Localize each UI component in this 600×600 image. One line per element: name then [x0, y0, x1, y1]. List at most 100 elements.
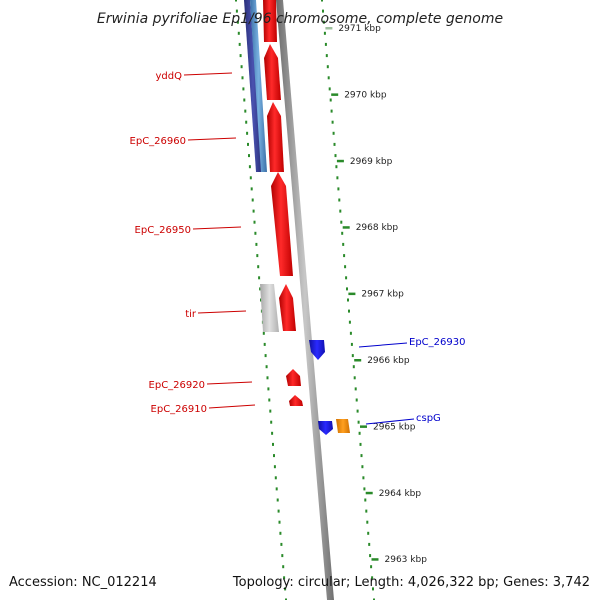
- guide-dot: [335, 165, 338, 169]
- gene-arrow: [271, 172, 293, 276]
- scale-tick: [342, 226, 350, 229]
- leader-line: [192, 226, 242, 230]
- map-title: Erwinia pyrifoliae Ep1/96 chromosome, co…: [97, 11, 503, 27]
- scale-ticks: 2971 kbp 2970 kbp 2969 kbp 2968 kbp 2967 kbp…: [325, 24, 427, 565]
- scale-tick: [360, 425, 367, 428]
- topology-label: Topology: circular; Length: 4,026,322 bp…: [232, 575, 590, 590]
- scale-tick-label: 2970 kbp: [344, 90, 387, 100]
- leader-line: [208, 404, 256, 409]
- guide-dot: [340, 220, 343, 224]
- scale-tick-label: 2968 kbp: [356, 223, 399, 233]
- scale-tick-label: 2966 kbp: [367, 356, 410, 366]
- gene-label: cspG: [416, 413, 441, 424]
- outer-dotted-guide: [321, 0, 375, 600]
- guide-dot: [344, 265, 347, 269]
- scale-tick: [365, 491, 373, 495]
- guide-dot: [331, 120, 334, 124]
- guide-dot: [370, 565, 373, 569]
- guide-dot: [279, 531, 282, 535]
- guide-dot: [269, 409, 272, 413]
- guide-dot: [253, 220, 256, 224]
- guide-dot: [243, 98, 246, 102]
- gene-labels: yddQ EpC_26960 EpC_26950 tir EpC_26930 E…: [130, 71, 466, 424]
- guide-dot: [325, 54, 328, 58]
- scale-tick-label: 2969 kbp: [350, 157, 393, 167]
- guide-dot: [258, 276, 261, 280]
- scale-tick: [348, 292, 356, 296]
- guide-dot: [367, 531, 370, 535]
- guide-dot: [245, 120, 248, 124]
- accession-label: Accession: NC_012214: [9, 575, 157, 590]
- scale-tick: [354, 359, 362, 362]
- guide-dot: [342, 242, 345, 246]
- guide-dot: [264, 354, 267, 358]
- guide-dot: [249, 176, 252, 180]
- guide-dot: [348, 309, 350, 313]
- scale-tick-label: 2964 kbp: [379, 489, 422, 499]
- gene-arrow: [264, 44, 281, 100]
- guide-dot: [240, 65, 243, 69]
- guide-dot: [371, 576, 374, 580]
- guide-dot: [259, 287, 262, 291]
- guide-dot: [250, 187, 253, 191]
- guide-dot: [349, 331, 352, 335]
- guide-dot: [365, 509, 368, 513]
- guide-dot: [274, 476, 277, 480]
- gene-label: EpC_26910: [151, 404, 207, 415]
- gene-arrow: [309, 340, 325, 360]
- scale-tick: [325, 27, 333, 30]
- guide-dot: [368, 542, 371, 546]
- guide-dot: [362, 476, 365, 480]
- guide-dot: [278, 520, 281, 524]
- guide-dot: [359, 442, 362, 446]
- guide-dot: [283, 576, 286, 580]
- guide-dot: [366, 520, 369, 524]
- guide-dot: [339, 209, 342, 213]
- guide-dot: [280, 542, 283, 546]
- inner-dotted-guide: [235, 0, 287, 600]
- guide-dot: [373, 598, 375, 600]
- guide-dot: [343, 254, 346, 258]
- guide-dot: [236, 20, 239, 24]
- leader-line: [183, 72, 233, 76]
- guide-dot: [284, 587, 287, 591]
- guide-dot: [271, 431, 274, 435]
- guide-dot: [322, 9, 324, 13]
- scale-tick-label: 2963 kbp: [385, 555, 428, 565]
- scale-tick: [371, 558, 379, 561]
- guide-dot: [355, 398, 358, 402]
- scale-tick: [336, 159, 344, 163]
- leader-line: [358, 342, 408, 348]
- guide-dot: [364, 498, 367, 502]
- guide-dot: [270, 420, 273, 424]
- guide-dot: [326, 65, 329, 69]
- leader-line: [187, 137, 237, 141]
- gene-label-leaders: [183, 72, 415, 425]
- gene-label: EpC_26950: [135, 225, 191, 236]
- guide-dot: [252, 209, 255, 213]
- guide-dot: [369, 554, 372, 558]
- guide-dot: [266, 376, 269, 380]
- guide-dot: [277, 509, 280, 513]
- guide-dot: [251, 198, 254, 202]
- guide-dot: [322, 20, 325, 24]
- grey-feature: [260, 284, 279, 332]
- scale-tick-label: 2967 kbp: [361, 290, 404, 300]
- guide-dot: [329, 98, 332, 102]
- guide-dot: [255, 242, 258, 246]
- guide-dot: [336, 176, 339, 180]
- leader-line: [206, 381, 253, 385]
- leader-line: [197, 310, 247, 314]
- guide-dot: [328, 87, 331, 91]
- guide-dot: [337, 187, 340, 191]
- guide-dot: [321, 0, 323, 2]
- guide-dot: [248, 154, 250, 158]
- guide-dot: [323, 31, 326, 35]
- guide-dot: [276, 498, 279, 502]
- guide-dot: [254, 231, 257, 235]
- gene-arrow: [289, 395, 303, 406]
- scale-tick-label: 2965 kbp: [373, 422, 416, 432]
- guide-dot: [361, 465, 364, 469]
- scale-tick-label: 2971 kbp: [338, 24, 381, 34]
